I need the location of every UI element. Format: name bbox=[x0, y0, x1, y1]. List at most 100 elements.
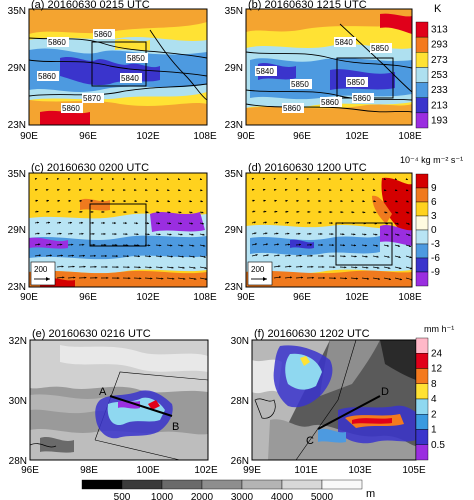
wind-vector-head bbox=[362, 189, 365, 192]
wind-vector-head bbox=[388, 278, 392, 281]
wind-vector-head bbox=[201, 211, 204, 214]
wind-vector-head bbox=[407, 211, 410, 214]
wind-vector-head bbox=[61, 265, 64, 268]
terrain-tick-label: 3000 bbox=[231, 492, 254, 500]
wind-vector-head bbox=[320, 232, 323, 236]
wind-vector-head bbox=[156, 200, 159, 203]
wind-vector-head bbox=[374, 222, 377, 225]
svg-text:5860: 5860 bbox=[38, 72, 56, 81]
svg-text:5850: 5850 bbox=[127, 54, 145, 63]
wind-vector-head bbox=[386, 233, 389, 236]
wind-vector-head bbox=[200, 189, 203, 192]
svg-text:102E: 102E bbox=[136, 292, 160, 303]
svg-text:98E: 98E bbox=[80, 465, 98, 476]
svg-text:102E: 102E bbox=[345, 292, 369, 303]
rain-swatch bbox=[415, 383, 429, 400]
colorbar-rain: 24 12 8 4 2 1 0.5 bbox=[415, 337, 445, 461]
panel-d-title: (d) 20160630 1200 UTC bbox=[248, 162, 367, 174]
wind-vector-head bbox=[170, 244, 173, 247]
svg-text:96E: 96E bbox=[293, 131, 311, 142]
wind-vector-head bbox=[48, 232, 51, 235]
svg-text:35N: 35N bbox=[225, 6, 243, 17]
wind-vector-head bbox=[384, 189, 387, 192]
wind-vector-head bbox=[377, 277, 381, 280]
wind-vector-head bbox=[82, 243, 85, 246]
wind-vector-head bbox=[273, 177, 276, 181]
wind-vector-head bbox=[399, 267, 402, 270]
wind-vector-head bbox=[70, 232, 73, 235]
wind-vector-head bbox=[278, 265, 281, 268]
wind-vector-head bbox=[94, 265, 97, 268]
wind-vector-head bbox=[177, 178, 181, 181]
wind-vector-head bbox=[103, 232, 106, 236]
wind-vector-head bbox=[160, 266, 163, 269]
terrain-swatch bbox=[201, 479, 243, 490]
temperature-tick-label: 233 bbox=[431, 85, 448, 96]
panel-f-cross-section: C D bbox=[306, 386, 389, 447]
rain-swatch bbox=[415, 368, 429, 384]
wind-vector-head bbox=[190, 222, 194, 225]
wind-vector-head bbox=[385, 211, 388, 214]
wind-vector-head bbox=[67, 177, 71, 181]
svg-text:26N: 26N bbox=[231, 456, 249, 467]
wind-vector-head bbox=[345, 277, 348, 280]
wind-vector-head bbox=[159, 255, 162, 258]
wind-vector-head bbox=[363, 211, 366, 214]
wind-vector-head bbox=[275, 221, 278, 224]
flux-swatch bbox=[415, 215, 429, 231]
wind-vector-head bbox=[321, 243, 324, 247]
wind-vector-head bbox=[352, 211, 355, 214]
panel-b-y-ticks: 35N 29N 23N bbox=[225, 6, 243, 131]
svg-text:32N: 32N bbox=[9, 336, 27, 347]
wind-vector-head bbox=[284, 177, 287, 181]
panel-b: 5840 5850 5840 5850 5850 5860 5860 5860 … bbox=[225, 0, 422, 142]
wind-vector-head bbox=[264, 210, 267, 213]
rain-swatch bbox=[415, 414, 429, 430]
svg-text:96E: 96E bbox=[79, 131, 97, 142]
wind-vector-head bbox=[46, 188, 49, 191]
terrain-tick-label: 1000 bbox=[151, 492, 174, 500]
wind-vector-head bbox=[274, 188, 277, 191]
svg-text:C: C bbox=[306, 435, 314, 447]
wind-vector-head bbox=[169, 233, 172, 236]
wind-vector-head bbox=[287, 232, 290, 235]
wind-vector-head bbox=[352, 222, 355, 225]
wind-vector-head bbox=[356, 277, 359, 280]
flux-tick-label: -3 bbox=[431, 239, 440, 250]
svg-text:28N: 28N bbox=[231, 396, 249, 407]
wind-vector-head bbox=[145, 189, 148, 192]
wind-vector-head bbox=[126, 244, 129, 247]
wind-vector-head bbox=[321, 254, 324, 258]
panel-c: 200 (c) 20160630 0200 UTC 35N 29N 23N 90… bbox=[8, 162, 217, 303]
wind-vector-head bbox=[157, 211, 160, 214]
wind-vector-head bbox=[361, 177, 364, 181]
flux-swatch bbox=[415, 257, 429, 273]
svg-text:96E: 96E bbox=[293, 292, 311, 303]
flux-tick-label: 6 bbox=[431, 197, 437, 208]
wind-vector-head bbox=[377, 266, 380, 269]
svg-text:105E: 105E bbox=[402, 465, 426, 476]
wind-vector-head bbox=[58, 210, 61, 213]
terrain-swatch bbox=[281, 479, 323, 490]
wind-vector-head bbox=[189, 189, 192, 192]
wind-vector-head bbox=[83, 265, 86, 268]
flux-swatch bbox=[415, 271, 429, 287]
svg-text:23N: 23N bbox=[8, 282, 26, 293]
wind-vector-head bbox=[394, 178, 397, 181]
wind-vector-head bbox=[45, 177, 49, 181]
wind-vector-head bbox=[408, 233, 411, 236]
wind-vector-head bbox=[286, 210, 289, 213]
wind-vector-head bbox=[144, 177, 148, 181]
wind-vector-head bbox=[384, 200, 387, 203]
wind-vector-head bbox=[263, 188, 266, 191]
wind-vector-head bbox=[46, 199, 49, 202]
wind-vector-head bbox=[159, 244, 162, 247]
svg-text:5860: 5860 bbox=[353, 94, 371, 103]
temperature-swatch bbox=[415, 52, 429, 68]
wind-vector-head bbox=[355, 266, 358, 269]
svg-text:B: B bbox=[172, 421, 179, 433]
wind-vector-head bbox=[93, 254, 96, 257]
wind-vector-head bbox=[351, 189, 354, 192]
wind-vector-head bbox=[364, 244, 368, 247]
terrain-swatch bbox=[321, 479, 363, 490]
